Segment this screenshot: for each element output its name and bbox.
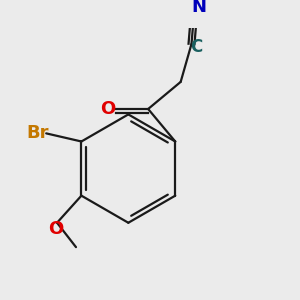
Text: Br: Br <box>26 124 49 142</box>
Text: O: O <box>100 100 116 118</box>
Text: O: O <box>48 220 63 238</box>
Text: C: C <box>190 38 202 56</box>
Text: N: N <box>192 0 207 16</box>
